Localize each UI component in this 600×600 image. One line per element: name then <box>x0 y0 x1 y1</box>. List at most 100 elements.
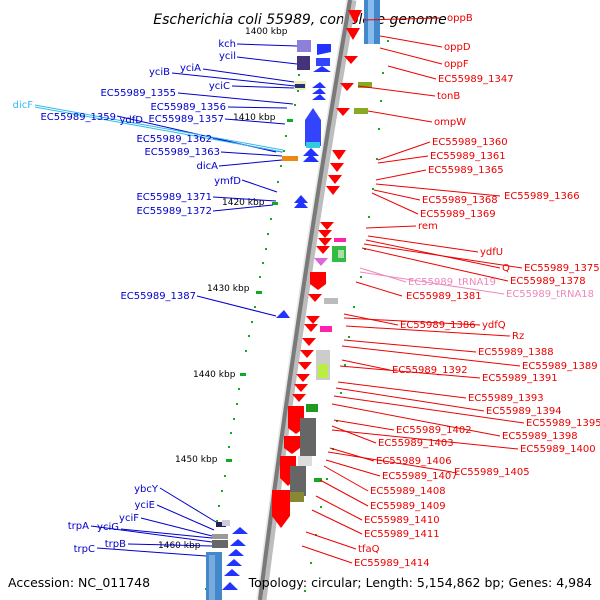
gene-label-right[interactable]: ydfU <box>480 247 503 258</box>
gene-label-right[interactable]: EC55989_1386 <box>400 320 476 331</box>
gene-label-left[interactable]: EC55989_1359 <box>40 112 116 123</box>
gene-block <box>298 456 312 466</box>
gene-label-right[interactable]: EC55989_1365 <box>428 165 504 176</box>
gene-arrow <box>312 82 326 88</box>
gene-label-right[interactable]: EC55989_1347 <box>438 74 514 85</box>
gene-block <box>209 555 215 600</box>
gene-arrow <box>303 154 319 162</box>
gene-label-right[interactable]: EC55989_1361 <box>430 151 506 162</box>
gene-label-right[interactable]: EC55989_1388 <box>478 347 554 358</box>
gene-label-right[interactable]: EC55989_1381 <box>406 291 482 302</box>
gene-label-left[interactable]: ybcY <box>134 484 159 495</box>
gene-label-left[interactable]: dicA <box>197 161 219 172</box>
genome-backbone-highlight <box>256 0 348 600</box>
gene-block <box>290 466 306 496</box>
gene-arrow <box>308 294 322 302</box>
gene-arrow <box>304 324 318 332</box>
gene-label-left[interactable]: ydfD <box>120 115 144 126</box>
gene-arrow <box>340 83 354 91</box>
gene-block <box>216 522 226 527</box>
gene-label-right[interactable]: EC55989_1411 <box>364 529 440 540</box>
gene-label-right[interactable]: EC55989_1407 <box>382 471 458 482</box>
gene-label-right[interactable]: EC55989_1393 <box>468 393 544 404</box>
gene-label-right[interactable]: EC55989_1392 <box>392 365 468 376</box>
gene-arrow <box>296 374 310 382</box>
gene-arrow <box>332 150 346 160</box>
gene-block <box>324 298 338 304</box>
gene-label-left[interactable]: trpA <box>68 521 89 532</box>
gene-label-right[interactable]: EC55989_1360 <box>432 137 508 148</box>
gene-label-right[interactable]: tfaQ <box>358 544 380 555</box>
gene-label-right[interactable]: EC55989_1375 <box>524 263 600 274</box>
gene-label-left[interactable]: yciE <box>134 500 155 511</box>
gene-label-right[interactable]: EC55989_1408 <box>370 486 446 497</box>
gene-label-right[interactable]: EC55989_1409 <box>370 501 446 512</box>
gene-label-right[interactable]: EC55989_1366 <box>504 191 580 202</box>
gene-label-left[interactable]: EC55989_1372 <box>136 206 212 217</box>
gene-label-left[interactable]: EC55989_1355 <box>100 88 176 99</box>
gene-label-right[interactable]: EC55989_1400 <box>520 444 596 455</box>
gene-block <box>222 520 230 526</box>
scale-label: 1460 kbp <box>158 541 201 551</box>
gene-label-right[interactable]: EC55989_1368 <box>422 195 498 206</box>
gene-arrow <box>294 200 308 208</box>
gene-block <box>212 534 228 539</box>
gene-label-left[interactable]: yciC <box>209 81 230 92</box>
gene-label-left[interactable]: yciF <box>119 513 139 524</box>
gene-label-left[interactable]: EC55989_1357 <box>148 114 224 125</box>
gene-arrow <box>292 394 306 402</box>
map-title: Escherichia coli 55989, complete genome <box>153 12 446 28</box>
gene-block <box>368 0 374 44</box>
gene-block <box>290 492 304 502</box>
gene-arrow <box>226 559 242 566</box>
gene-label-right[interactable]: EC55989_1389 <box>522 361 598 372</box>
left-gene-labels: kch ycil yciA yciB yciC EC55989_1355 EC5… <box>40 39 241 555</box>
gene-label-right[interactable]: oppB <box>447 13 473 24</box>
gene-label-cyan[interactable]: dicF <box>13 100 34 111</box>
gene-label-right[interactable]: EC55989_1391 <box>482 373 558 384</box>
gene-label-right[interactable]: EC55989_1414 <box>354 558 430 569</box>
gene-label-right[interactable]: EC55989_1403 <box>378 438 454 449</box>
gene-label-right[interactable]: EC55989_1405 <box>454 467 530 478</box>
gene-label-left[interactable]: yciB <box>149 67 170 78</box>
scale-labels: 1400 kbp 1410 kbp 1420 kbp 1430 kbp 1440… <box>158 27 288 551</box>
gene-label-left[interactable]: EC55989_1371 <box>136 192 212 203</box>
gene-label-right[interactable]: ydfQ <box>482 320 506 331</box>
gene-label-left[interactable]: kch <box>218 39 236 50</box>
gene-label-right[interactable]: oppF <box>444 59 469 70</box>
gene-label-left[interactable]: ymfD <box>214 176 241 187</box>
gene-label-right[interactable]: Rz <box>512 331 524 342</box>
gene-label-right[interactable]: tonB <box>437 91 460 102</box>
gene-label-right[interactable]: EC55989_1410 <box>364 515 440 526</box>
gene-label-left[interactable]: EC55989_1362 <box>136 134 212 145</box>
gene-label-left[interactable]: EC55989_1363 <box>144 147 220 158</box>
gene-label-left[interactable]: EC55989_1387 <box>120 291 196 302</box>
gene-label-left[interactable]: yciG <box>97 522 119 533</box>
gene-label-left[interactable]: EC55989_1356 <box>150 102 226 113</box>
gene-label-left[interactable]: ycil <box>219 51 236 62</box>
scale-label: 1450 kbp <box>175 455 218 465</box>
gene-label-right[interactable]: EC55989_1402 <box>396 425 472 436</box>
gene-label-right[interactable]: ompW <box>434 117 466 128</box>
gene-arrow <box>294 195 308 203</box>
gene-arrow <box>310 272 326 290</box>
gene-label-right[interactable]: EC55989_1369 <box>420 209 496 220</box>
gene-label-left[interactable]: trpC <box>74 544 95 555</box>
genome-backbone <box>258 0 352 600</box>
gene-label-right[interactable]: rem <box>418 221 438 232</box>
gene-label-right[interactable]: Q <box>502 263 510 274</box>
gene-label-right[interactable]: EC55989_1398 <box>502 431 578 442</box>
gene-label-left[interactable]: yciA <box>180 63 201 74</box>
gene-label-trna[interactable]: EC55989_tRNA19 <box>408 277 496 288</box>
gene-label-left[interactable]: trpB <box>105 539 126 550</box>
gene-arrow <box>302 338 316 346</box>
gene-label-right[interactable]: EC55989_1394 <box>486 406 562 417</box>
gene-arrow <box>326 186 340 195</box>
gene-label-trna[interactable]: EC55989_tRNA18 <box>506 289 594 300</box>
gene-label-right[interactable]: EC55989_1395 <box>526 418 600 429</box>
gene-label-right[interactable]: EC55989_1378 <box>510 276 586 287</box>
scale-label: 1410 kbp <box>233 113 276 123</box>
gene-label-right[interactable]: EC55989_1406 <box>376 456 452 467</box>
gene-label-right[interactable]: oppD <box>444 42 471 53</box>
